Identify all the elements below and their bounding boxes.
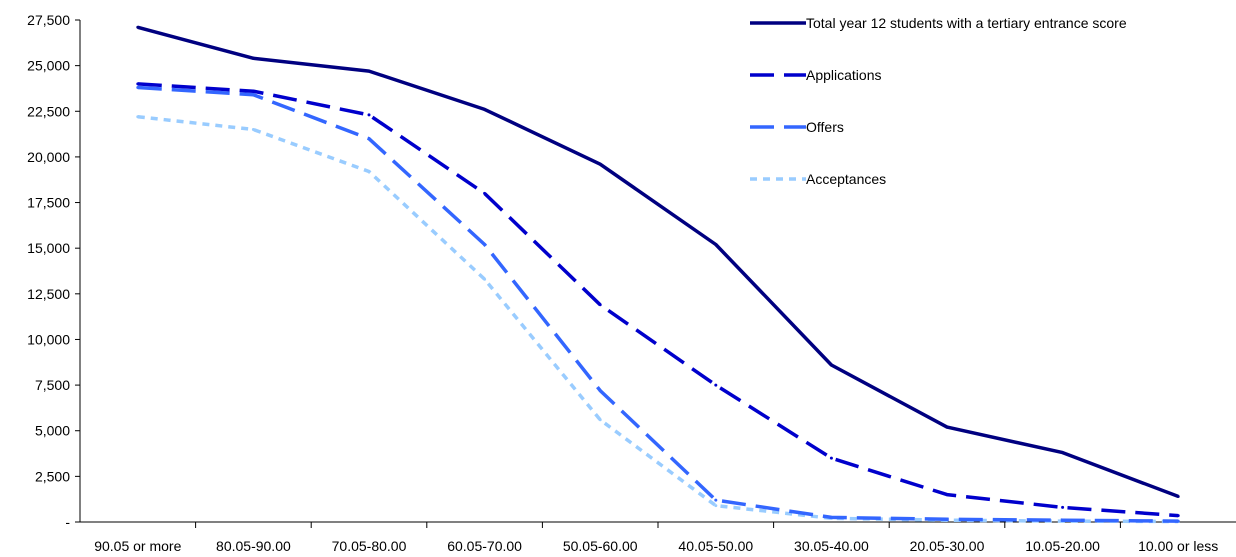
- x-tick-label: 90.05 or more: [94, 538, 181, 554]
- y-tick-label: 7,500: [35, 377, 70, 393]
- data-point: [367, 69, 371, 73]
- y-tick-label: 15,000: [27, 240, 70, 256]
- data-point: [945, 425, 949, 429]
- x-tick-label: 50.05-60.00: [563, 538, 638, 554]
- y-tick-label: 27,500: [27, 12, 70, 28]
- x-tick-label: 60.05-70.00: [447, 538, 522, 554]
- y-tick-label: -: [65, 514, 70, 530]
- data-point: [1176, 494, 1180, 498]
- series-line: [137, 114, 1179, 524]
- data-point: [483, 243, 487, 247]
- x-tick-label: 10.00 or less: [1138, 538, 1218, 554]
- data-point: [367, 170, 371, 174]
- data-point: [1061, 518, 1065, 522]
- data-point: [714, 383, 718, 387]
- data-point: [483, 107, 487, 111]
- legend-label: Total year 12 students with a tertiary e…: [806, 15, 1127, 31]
- y-tick-label: 12,500: [27, 286, 70, 302]
- data-point: [598, 389, 602, 393]
- legend: Total year 12 students with a tertiary e…: [750, 15, 1127, 187]
- data-point: [251, 89, 255, 93]
- x-tick-label: 20.05-30.00: [910, 538, 985, 554]
- data-point: [136, 82, 140, 86]
- x-tick-label: 10.05-20.00: [1025, 538, 1100, 554]
- data-point: [1061, 505, 1065, 509]
- y-tick-label: 17,500: [27, 195, 70, 211]
- legend-label: Acceptances: [806, 171, 886, 187]
- y-tick-label: 22,500: [27, 103, 70, 119]
- legend-label: Offers: [806, 119, 844, 135]
- data-point: [598, 418, 602, 422]
- x-tick-label: 30.05-40.00: [794, 538, 869, 554]
- axes: - 2,500 5,000 7,500 10,000 12,500 15,000 17,500…: [27, 12, 1236, 554]
- data-point: [136, 25, 140, 29]
- data-point: [251, 56, 255, 60]
- data-point: [714, 504, 718, 508]
- y-tick-label: 20,000: [27, 149, 70, 165]
- x-tick-label: 70.05-80.00: [332, 538, 407, 554]
- series-line: [137, 25, 1179, 499]
- data-point: [829, 515, 833, 519]
- data-point: [1176, 519, 1180, 523]
- y-tick-label: 2,500: [35, 468, 70, 484]
- y-tick-label: 25,000: [27, 58, 70, 74]
- data-point: [714, 498, 718, 502]
- series-line: [137, 82, 1179, 518]
- data-point: [829, 363, 833, 367]
- data-point: [945, 493, 949, 497]
- data-point: [598, 162, 602, 166]
- y-tick-label: 10,000: [27, 331, 70, 347]
- data-point: [483, 277, 487, 281]
- data-point: [483, 191, 487, 195]
- x-tick-label: 40.05-50.00: [678, 538, 753, 554]
- series-layer: [136, 25, 1180, 524]
- data-point: [1176, 514, 1180, 518]
- data-point: [251, 128, 255, 132]
- data-point: [829, 456, 833, 460]
- data-point: [367, 113, 371, 117]
- data-point: [136, 115, 140, 119]
- data-point: [367, 137, 371, 141]
- x-tick-label: 80.05-90.00: [216, 538, 291, 554]
- data-point: [1061, 451, 1065, 455]
- data-point: [714, 243, 718, 247]
- data-point: [598, 303, 602, 307]
- legend-label: Applications: [806, 67, 882, 83]
- series-line: [137, 85, 1179, 523]
- data-point: [136, 86, 140, 90]
- data-point: [251, 93, 255, 97]
- y-tick-label: 5,000: [35, 423, 70, 439]
- data-point: [945, 517, 949, 521]
